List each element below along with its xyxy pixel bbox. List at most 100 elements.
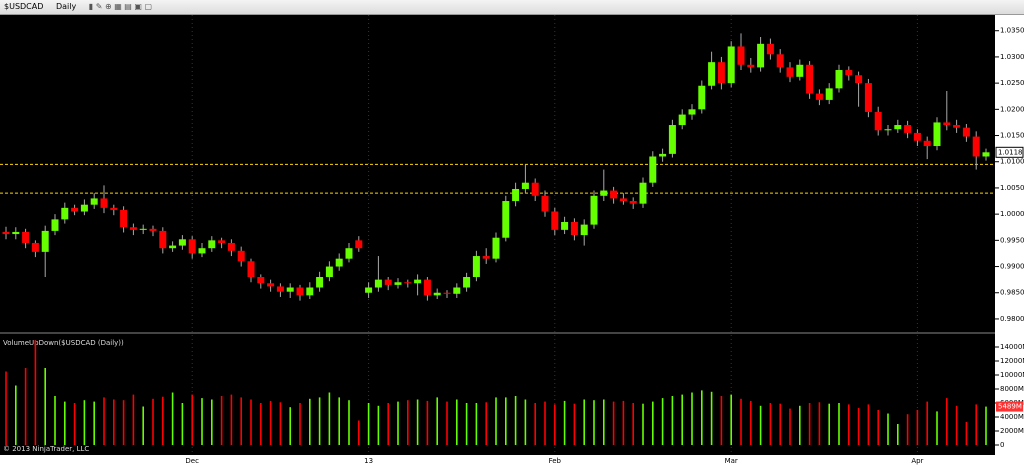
candle-body xyxy=(531,182,539,196)
current-price-box xyxy=(995,146,1024,158)
candle-body xyxy=(923,140,931,147)
copyright: © 2013 NinjaTrader, LLC xyxy=(3,445,89,453)
tool-icons[interactable]: ▮ ✎ ⊕ ▦ ▤ ▣ ▢ xyxy=(88,2,153,11)
y-tick-label: 0.9850 xyxy=(1000,289,1024,297)
candle-body xyxy=(904,125,912,133)
candle-body xyxy=(149,228,157,231)
y-tick-label: 1.0200 xyxy=(1000,105,1024,113)
candle-body xyxy=(276,286,284,292)
y-tick-label: 1.0150 xyxy=(1000,132,1024,140)
candle-body xyxy=(345,248,353,259)
candle-body xyxy=(453,287,461,294)
current-volume-box xyxy=(996,401,1023,412)
candle-body xyxy=(649,156,657,183)
candle-body xyxy=(639,182,647,204)
y-tick-label: 4000M xyxy=(1000,413,1024,421)
y-tick-label: 1.0050 xyxy=(1000,184,1024,192)
candle-body xyxy=(384,279,392,285)
candle-body xyxy=(100,198,108,208)
candle-body xyxy=(541,195,549,212)
candle-body xyxy=(237,250,245,262)
candle-body xyxy=(247,261,255,278)
candle-body xyxy=(463,277,471,288)
candle-body xyxy=(110,207,118,210)
candle-body xyxy=(355,240,363,249)
candle-body xyxy=(874,111,882,131)
y-tick-label: 8000M xyxy=(1000,385,1024,393)
candle-body xyxy=(423,279,431,296)
candle-body xyxy=(610,190,618,199)
candle-body xyxy=(267,283,275,287)
candle-body xyxy=(71,207,79,212)
candle-body xyxy=(933,122,941,147)
candle-body xyxy=(286,287,294,292)
y-tick-label: 1.0250 xyxy=(1000,79,1024,87)
candle-body xyxy=(668,125,676,154)
candle-body xyxy=(855,75,863,84)
candle-body xyxy=(766,43,774,55)
y-tick-label: 1.0350 xyxy=(1000,27,1024,35)
candle-body xyxy=(698,85,706,110)
candle-body xyxy=(404,282,412,284)
candle-body xyxy=(551,211,559,230)
candle-body xyxy=(717,62,725,84)
interval-select[interactable]: Daily xyxy=(55,2,77,11)
candle-body xyxy=(786,67,794,77)
candle-body xyxy=(629,201,637,204)
candle-body xyxy=(943,122,951,126)
candle-body xyxy=(953,125,961,128)
candle-body xyxy=(394,282,402,285)
candle-body xyxy=(374,279,382,288)
candle-body xyxy=(570,221,578,236)
candle-body xyxy=(335,258,343,267)
candle-body xyxy=(80,204,88,212)
y-tick-label: 12000M xyxy=(1000,357,1024,365)
y-tick-label: 10000M xyxy=(1000,371,1024,379)
candle-body xyxy=(757,43,765,68)
candle-body xyxy=(139,228,147,230)
candle-body xyxy=(619,198,627,202)
current-price-label: 1.0118 xyxy=(998,148,1023,156)
candle-body xyxy=(169,245,177,249)
candle-body xyxy=(365,287,373,293)
y-tick-label: 0.9950 xyxy=(1000,236,1024,244)
candle-body xyxy=(306,287,314,296)
candle-body xyxy=(972,136,980,157)
candle-body xyxy=(2,231,10,235)
candle-body xyxy=(737,46,745,65)
candle-body xyxy=(727,46,735,84)
candle-body xyxy=(590,195,598,225)
candle-body xyxy=(845,70,853,76)
candle-body xyxy=(815,93,823,100)
candle-body xyxy=(129,227,137,230)
x-tick-label: Dec xyxy=(185,457,199,465)
candle-body xyxy=(414,279,422,284)
candle-body xyxy=(178,239,186,246)
candle-body xyxy=(218,240,226,243)
candle-body xyxy=(502,201,510,238)
candle-body xyxy=(492,237,500,259)
candle-body xyxy=(61,207,69,220)
chart: VolumeUpDown($USDCAD (Daily)) © 2013 Nin… xyxy=(0,15,1024,465)
candle-body xyxy=(688,109,696,115)
candle-body xyxy=(806,64,814,94)
candle-body xyxy=(600,190,608,196)
candle-body xyxy=(776,54,784,68)
candle-body xyxy=(796,64,804,77)
x-tick-label: Feb xyxy=(549,457,562,465)
x-tick-label: Apr xyxy=(911,457,923,465)
y-tick-label: 1.0300 xyxy=(1000,53,1024,61)
panel-title: VolumeUpDown($USDCAD (Daily)) xyxy=(3,339,124,347)
candle-body xyxy=(561,221,569,230)
current-volume-label: 5489M xyxy=(998,403,1022,411)
candle-body xyxy=(208,240,216,249)
candle-body xyxy=(31,242,39,252)
candle-body xyxy=(159,230,167,249)
symbol-select[interactable]: $USDCAD xyxy=(4,2,44,11)
y-tick-label: 2000M xyxy=(1000,427,1024,435)
candle-body xyxy=(316,277,324,288)
y-tick-label: 0.9900 xyxy=(1000,263,1024,271)
candle-body xyxy=(22,231,30,243)
candle-body xyxy=(884,129,892,131)
